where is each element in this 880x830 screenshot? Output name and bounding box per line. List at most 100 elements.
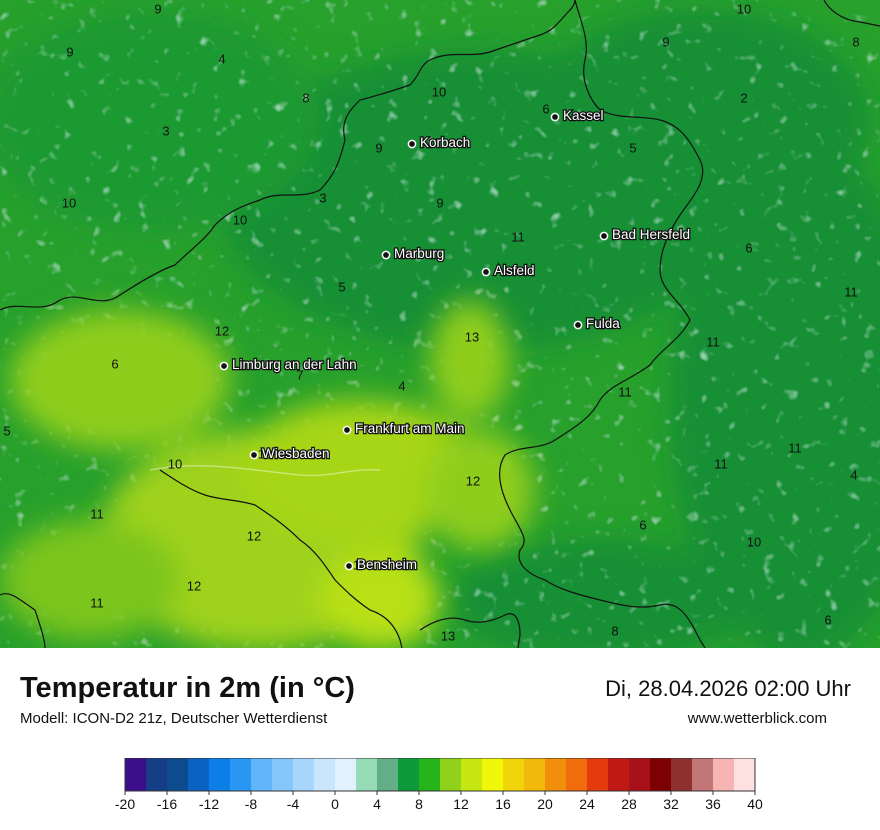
temperature-value-label: 4: [398, 378, 405, 393]
city-dot-icon: [481, 267, 491, 277]
state-border: [0, 0, 880, 648]
legend-tick-label: 8: [415, 796, 423, 812]
temperature-value-label: 11: [844, 284, 858, 299]
temperature-value-label: 13: [441, 628, 455, 643]
city-label: Frankfurt am Main: [355, 421, 465, 436]
temperature-value-label: 10: [233, 212, 247, 227]
website-link[interactable]: www.wetterblick.com: [687, 710, 827, 727]
city-marker-bensheim[interactable]: Bensheim: [344, 556, 418, 573]
city-label: Limburg an der Lahn: [232, 357, 357, 372]
legend-color-bin: [440, 758, 462, 791]
temperature-value-label: 10: [747, 534, 761, 549]
city-label: Marburg: [394, 246, 444, 261]
legend-color-bin: [146, 758, 168, 791]
temperature-value-label: 11: [788, 440, 802, 455]
legend-color-bin: [251, 758, 273, 791]
city-label: Fulda: [586, 316, 620, 331]
city-dot-icon: [342, 425, 352, 435]
temperature-value-label: 9: [662, 34, 669, 49]
legend-color-bin: [587, 758, 609, 791]
legend-tick-label: -20: [115, 796, 135, 812]
temperature-value-label: 11: [706, 334, 720, 349]
city-label: Kassel: [563, 108, 604, 123]
city-label: Alsfeld: [494, 263, 535, 278]
legend-color-bin: [524, 758, 546, 791]
temperature-value-label: 6: [639, 517, 646, 532]
legend-color-bin: [608, 758, 630, 791]
city-marker-wiesbaden[interactable]: Wiesbaden: [249, 445, 331, 462]
legend-color-bin: [566, 758, 588, 791]
temperature-value-label: 5: [629, 140, 636, 155]
map-footer: Temperatur in 2m (in °C) Modell: ICON-D2…: [0, 648, 880, 830]
temperature-value-label: 9: [66, 44, 73, 59]
legend-color-bin: [377, 758, 399, 791]
legend-color-bin: [629, 758, 651, 791]
city-dot-icon: [550, 112, 560, 122]
forecast-datetime: Di, 28.04.2026 02:00 Uhr: [605, 676, 851, 701]
legend-tick-label: 32: [663, 796, 679, 812]
legend-tick-label: -16: [157, 796, 177, 812]
legend-tick-label: 0: [331, 796, 339, 812]
temperature-value-label: 4: [850, 467, 857, 482]
temperature-map[interactable]: 9 10 9 9 8 4 8 10 6 2 3 9 5 10 3 9 10 11 6 5 11 12 13 6 7 4 11 11 5 1…: [0, 0, 880, 648]
legend-color-bin: [125, 758, 147, 791]
model-info: Modell: ICON-D2 21z, Deutscher Wetterdie…: [20, 710, 328, 727]
city-label: Bensheim: [357, 557, 417, 572]
city-marker-kassel[interactable]: Kassel: [550, 107, 605, 124]
city-markers: Kassel Korbach Marburg Alsfeld Bad Hersfeld F…: [219, 107, 691, 573]
temperature-value-label: 12: [466, 473, 480, 488]
temperature-value-label: 13: [465, 329, 479, 344]
city-dot-icon: [381, 250, 391, 260]
warm-zones: [0, 300, 535, 648]
legend-color-bin: [461, 758, 483, 791]
legend-color-bin: [314, 758, 336, 791]
map-canvas: 9 10 9 9 8 4 8 10 6 2 3 9 5 10 3 9 10 11 6 5 11 12 13 6 7 4 11 11 5 1…: [0, 0, 880, 648]
city-marker-fulda[interactable]: Fulda: [573, 315, 622, 332]
temperature-value-label: 6: [745, 240, 752, 255]
legend-tick-label: 36: [705, 796, 721, 812]
legend-color-bin: [692, 758, 714, 791]
legend-color-bin: [713, 758, 735, 791]
city-marker-frankfurt-am-main[interactable]: Frankfurt am Main: [342, 420, 466, 437]
temperature-value-label: 10: [168, 456, 182, 471]
city-dot-icon: [599, 231, 609, 241]
legend-tick-label: 20: [537, 796, 553, 812]
temperature-value-label: 9: [375, 140, 382, 155]
legend-color-bin: [545, 758, 567, 791]
legend-color-bin: [293, 758, 315, 791]
city-marker-korbach[interactable]: Korbach: [407, 134, 472, 151]
legend-frame: [124, 758, 756, 792]
city-marker-limburg-an-der-lahn[interactable]: Limburg an der Lahn: [219, 356, 358, 373]
temperature-value-label: 9: [154, 1, 161, 16]
color-scale-legend: -20 -16 -12 -8 -4 0 4 8 12 16 20 24 28 32 36 40: [115, 758, 763, 812]
temperature-value-label: 8: [852, 34, 859, 49]
legend-color-bin: [209, 758, 231, 791]
legend-tick-label: 16: [495, 796, 511, 812]
temperature-value-label: 7: [296, 367, 303, 382]
city-marker-marburg[interactable]: Marburg: [381, 245, 446, 262]
legend-color-bin: [167, 758, 189, 791]
legend-color-bin: [650, 758, 672, 791]
city-marker-bad-hersfeld[interactable]: Bad Hersfeld: [599, 226, 691, 243]
temperature-value-label: 5: [338, 279, 345, 294]
legend-tick-label: -12: [199, 796, 219, 812]
temperature-value-label: 4: [218, 51, 225, 66]
legend-tick-label: 28: [621, 796, 637, 812]
temperature-value-label: 5: [3, 423, 10, 438]
temperature-value-label: 6: [111, 356, 118, 371]
temperature-value-label: 12: [247, 528, 261, 543]
city-marker-alsfeld[interactable]: Alsfeld: [481, 262, 536, 279]
river: [149, 464, 381, 477]
legend-color-bin: [188, 758, 210, 791]
legend-color-bin: [419, 758, 441, 791]
legend-color-bin: [272, 758, 294, 791]
legend-tick-label: 24: [579, 796, 595, 812]
city-label: Wiesbaden: [262, 446, 330, 461]
legend-color-bin: [503, 758, 525, 791]
temperature-value-label: 2: [740, 90, 747, 105]
map-title: Temperatur in 2m (in °C): [20, 672, 355, 704]
legend-tick-label: 4: [373, 796, 381, 812]
temperature-value-label: 11: [511, 229, 525, 244]
city-label: Bad Hersfeld: [612, 227, 690, 242]
legend-tick-label: -4: [287, 796, 300, 812]
